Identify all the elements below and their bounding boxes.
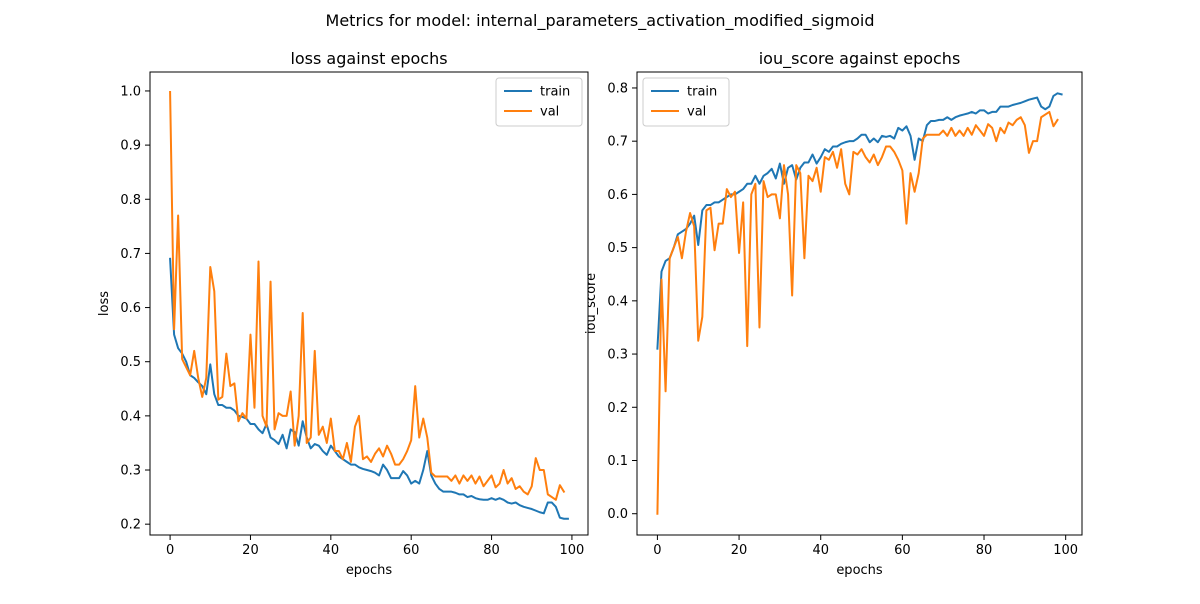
loss-legend-label-val: val <box>540 105 559 120</box>
iou-score-x-tick-label: 100 <box>1053 543 1078 558</box>
iou-score-y-tick-label: 0.7 <box>607 135 628 150</box>
loss-y-tick-label: 0.4 <box>120 409 141 424</box>
iou-score-chart: iou_score against epochs 0 20 40 60 80 100 0.0 0… <box>584 49 1083 578</box>
iou-score-y-tick-label: 0.0 <box>607 507 628 522</box>
loss-x-tick-label: 40 <box>323 543 340 558</box>
iou-score-chart-title: iou_score against epochs <box>759 49 961 69</box>
iou-score-legend-label-train: train <box>687 85 717 100</box>
iou-score-legend-label-val: val <box>687 105 706 120</box>
iou-score-series-val-line <box>656 110 1059 515</box>
iou-score-axes-frame <box>636 71 1083 536</box>
iou-score-y-tick-label: 0.8 <box>607 81 628 96</box>
loss-legend-label-train: train <box>540 85 570 100</box>
iou-score-x-axis-label: epochs <box>836 563 883 578</box>
loss-y-tick-label: 1.0 <box>120 84 141 99</box>
loss-y-tick-label: 0.6 <box>120 301 141 316</box>
loss-y-axis-label: loss <box>97 291 112 316</box>
loss-y-tick-label: 0.5 <box>120 355 141 370</box>
iou-score-x-tick-label: 0 <box>653 543 661 558</box>
loss-y-tick-label: 0.2 <box>120 518 141 533</box>
iou-score-x-tick-label: 20 <box>731 543 748 558</box>
loss-axes-frame <box>149 71 589 536</box>
loss-series-train-line <box>169 257 569 520</box>
loss-series-val-line <box>169 91 566 501</box>
iou-score-x-tick-label: 60 <box>894 543 911 558</box>
loss-x-tick-label: 100 <box>560 543 585 558</box>
figure-suptitle: Metrics for model: internal_parameters_a… <box>326 11 875 31</box>
iou-score-y-axis-label: iou_score <box>584 273 599 334</box>
loss-chart-title: loss against epochs <box>290 49 447 68</box>
loss-x-tick-label: 20 <box>242 543 259 558</box>
iou-score-legend: train val <box>642 77 730 127</box>
iou-score-y-tick-label: 0.5 <box>607 241 628 256</box>
iou-score-x-tick-label: 40 <box>812 543 829 558</box>
loss-x-tick-label: 80 <box>483 543 500 558</box>
iou-score-y-tick-label: 0.2 <box>607 401 628 416</box>
iou-score-series-train-line <box>656 92 1063 350</box>
loss-y-tick-label: 0.7 <box>120 247 141 262</box>
loss-x-tick-label: 60 <box>403 543 420 558</box>
loss-y-tick-label: 0.9 <box>120 139 141 154</box>
iou-score-y-tick-label: 0.6 <box>607 188 628 203</box>
loss-legend: train val <box>495 77 583 127</box>
iou-score-x-tick-label: 80 <box>976 543 993 558</box>
loss-y-tick-label: 0.3 <box>120 464 141 479</box>
loss-y-tick-label: 0.8 <box>120 193 141 208</box>
iou-score-y-tick-label: 0.4 <box>607 294 628 309</box>
loss-x-tick-label: 0 <box>166 543 174 558</box>
loss-x-axis-label: epochs <box>346 563 393 578</box>
iou-score-y-tick-label: 0.1 <box>607 454 628 469</box>
loss-chart: loss against epochs 0 20 40 60 80 100 0.2 0.3 0.4… <box>97 49 589 578</box>
iou-score-y-tick-label: 0.3 <box>607 348 628 363</box>
